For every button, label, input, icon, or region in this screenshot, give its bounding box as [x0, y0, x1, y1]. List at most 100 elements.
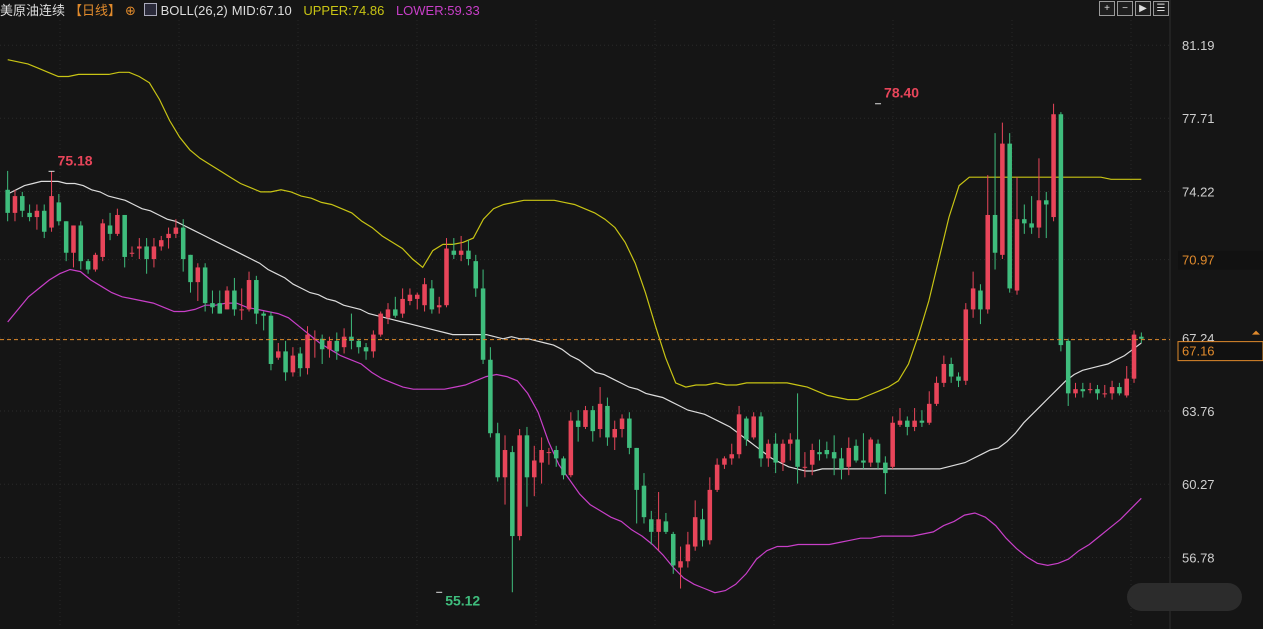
candle-body	[319, 338, 325, 350]
candle-body	[429, 288, 435, 310]
candle-body	[1000, 143, 1005, 255]
add-indicator-icon[interactable]: ⊕	[125, 3, 136, 18]
y-tick-label: 74.22	[1182, 184, 1215, 199]
candle-body	[444, 248, 449, 306]
high-annotation: 78.40	[884, 85, 919, 101]
candle-body	[641, 485, 647, 518]
candle-body	[100, 223, 106, 257]
candle-body	[1036, 200, 1042, 228]
candle-body	[773, 443, 778, 463]
step-icon[interactable]: ▶	[1135, 1, 1151, 16]
candle-body	[970, 288, 976, 310]
candle-body	[473, 261, 479, 289]
candle-body	[787, 439, 793, 444]
candle-body	[41, 210, 47, 232]
candle-body	[905, 420, 910, 427]
candle-body	[27, 212, 32, 218]
candle-body	[268, 315, 274, 364]
candle-body	[831, 452, 837, 459]
candle-body	[853, 445, 859, 461]
upper-value: UPPER:74.86	[303, 3, 385, 18]
candle-body	[122, 214, 127, 257]
zoom-out-icon[interactable]: −	[1117, 1, 1133, 16]
candle-body	[1102, 393, 1108, 395]
candle-body	[115, 214, 120, 234]
candle-body	[312, 338, 318, 340]
candle-body	[414, 294, 420, 299]
candle-body	[1051, 114, 1056, 218]
candle-body	[758, 416, 764, 459]
candle-body	[722, 458, 727, 465]
candle-body	[232, 290, 237, 310]
candle-body	[897, 420, 903, 425]
candle-body	[1131, 334, 1137, 379]
y-tick-label: 56.78	[1182, 550, 1215, 565]
candle-body	[546, 452, 552, 454]
indicator-icon[interactable]	[143, 3, 157, 16]
settings-icon[interactable]: ☰	[1153, 1, 1169, 16]
axis-highlight-label: 70.97	[1182, 253, 1215, 268]
candle-body	[627, 418, 632, 448]
candle-body	[107, 225, 113, 234]
candle-body	[400, 298, 405, 314]
current-price-box	[1177, 341, 1263, 362]
candle-body	[1139, 336, 1144, 339]
candle-body	[524, 435, 530, 478]
candle-body	[670, 533, 676, 566]
candle-body	[363, 347, 369, 352]
candle-body	[158, 240, 164, 247]
candle-body	[517, 435, 522, 537]
candle-body	[729, 454, 735, 459]
candle-body	[846, 447, 852, 467]
candle-body	[480, 288, 486, 360]
candle-body	[137, 246, 142, 249]
candle-body	[883, 462, 888, 474]
toolbar: + − ▶ ☰	[1099, 1, 1169, 19]
candle-body	[129, 252, 135, 254]
candle-body	[393, 309, 398, 316]
candle-body	[766, 443, 771, 459]
candle-body	[1014, 219, 1020, 291]
candle-body	[919, 420, 925, 423]
candle-body	[780, 443, 786, 463]
indicator-name[interactable]: BOLL(26,2)	[160, 3, 228, 18]
candle-body	[378, 313, 383, 335]
candle-body	[561, 458, 566, 476]
candle-body	[619, 418, 625, 430]
candle-body	[1022, 219, 1027, 224]
candle-body	[422, 284, 427, 306]
candle-body	[407, 294, 413, 302]
period-label[interactable]: 【日线】	[69, 3, 122, 18]
candle-body	[649, 519, 654, 532]
candle-body	[736, 414, 742, 455]
y-tick-label: 81.19	[1182, 38, 1215, 53]
candle-body	[817, 452, 822, 455]
candle-body	[685, 544, 691, 562]
candle-body	[875, 443, 881, 463]
candle-body	[612, 429, 617, 438]
candle-body	[985, 214, 991, 310]
candle-body	[1007, 143, 1012, 289]
symbol-name[interactable]: 美原油连续	[0, 3, 66, 18]
candle-body	[1073, 389, 1078, 394]
candle-body	[502, 450, 508, 478]
candle-body	[254, 280, 259, 314]
candle-body	[188, 254, 193, 283]
candle-body	[700, 519, 705, 541]
candle-body	[583, 410, 588, 427]
candle-body	[934, 382, 939, 404]
candle-body	[824, 450, 830, 455]
candle-body	[224, 290, 230, 310]
candle-body	[926, 403, 932, 423]
candle-body	[283, 351, 288, 373]
candle-body	[56, 202, 62, 222]
candle-body	[1095, 389, 1100, 394]
candle-body	[63, 221, 69, 253]
candle-body	[795, 439, 800, 467]
mid-value: MID:67.10	[231, 3, 292, 18]
candle-body	[239, 309, 244, 311]
zoom-in-icon[interactable]: +	[1099, 1, 1115, 16]
lower-value: LOWER:59.33	[395, 3, 480, 18]
candle-body	[466, 250, 471, 260]
